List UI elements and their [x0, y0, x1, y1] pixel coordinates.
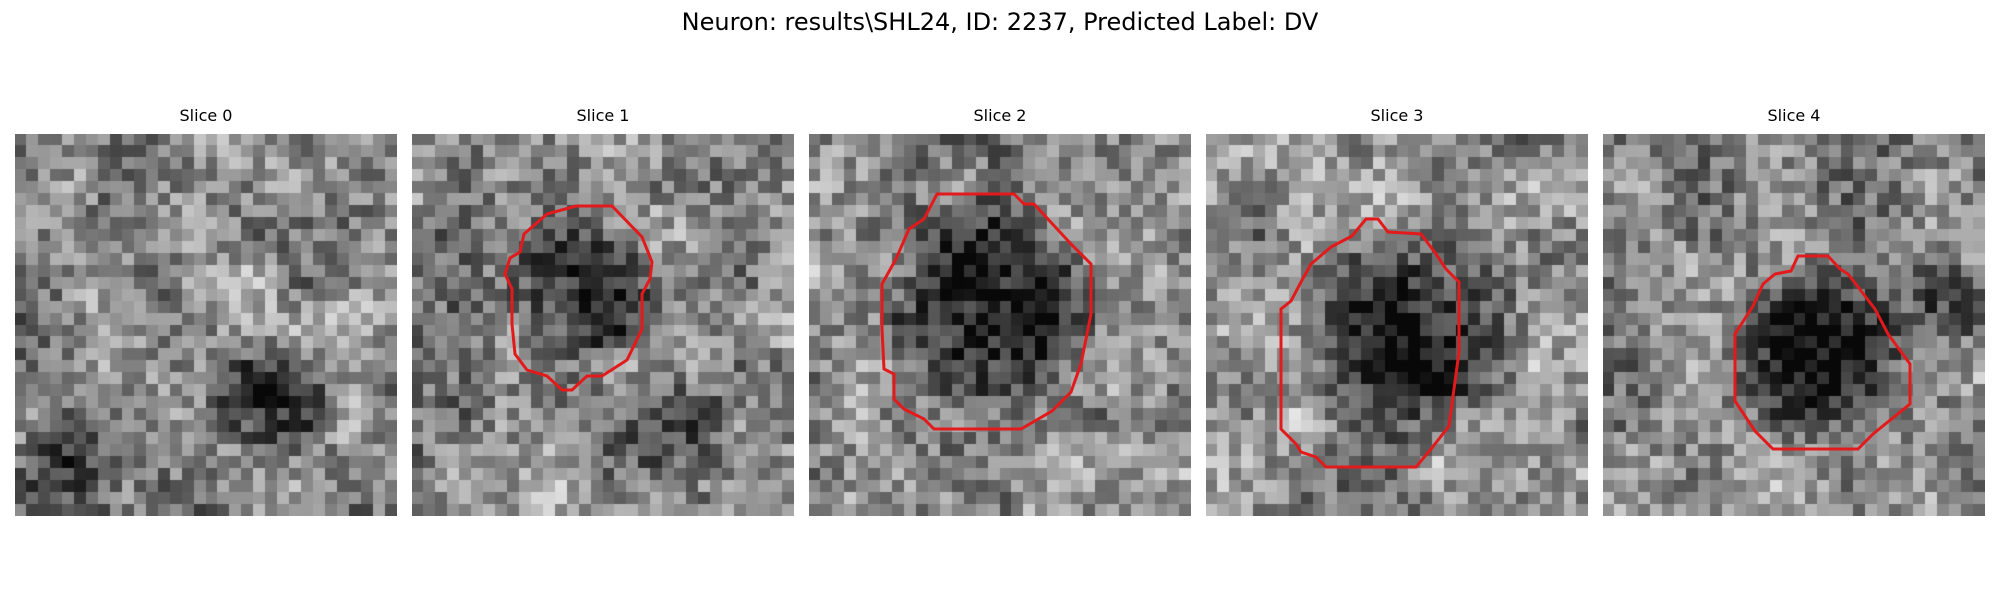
cell-contour-3: [1279, 217, 1461, 469]
cell-contour-4: [1733, 254, 1912, 451]
slice-image-0: [15, 134, 397, 516]
slice-image-2: [809, 134, 1191, 516]
cell-contour-2: [880, 192, 1093, 431]
slice-title-4: Slice 4: [1767, 106, 1821, 125]
slice-title-3: Slice 3: [1370, 106, 1424, 125]
slice-title-1: Slice 1: [576, 106, 630, 125]
slice-image-3: [1206, 134, 1588, 516]
slice-title-0: Slice 0: [179, 106, 233, 125]
slice-title-2: Slice 2: [973, 106, 1027, 125]
cell-contour-1: [503, 204, 654, 392]
slice-image-4: [1603, 134, 1985, 516]
figure-title: Neuron: results\SHL24, ID: 2237, Predict…: [681, 8, 1319, 36]
slice-image-1: [412, 134, 794, 516]
